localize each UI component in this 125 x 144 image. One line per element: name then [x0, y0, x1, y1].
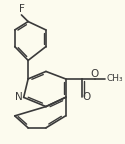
Text: O: O	[91, 69, 99, 79]
Text: CH₃: CH₃	[106, 74, 123, 83]
Text: O: O	[82, 92, 90, 102]
Text: N: N	[15, 92, 23, 102]
Text: F: F	[18, 4, 24, 14]
